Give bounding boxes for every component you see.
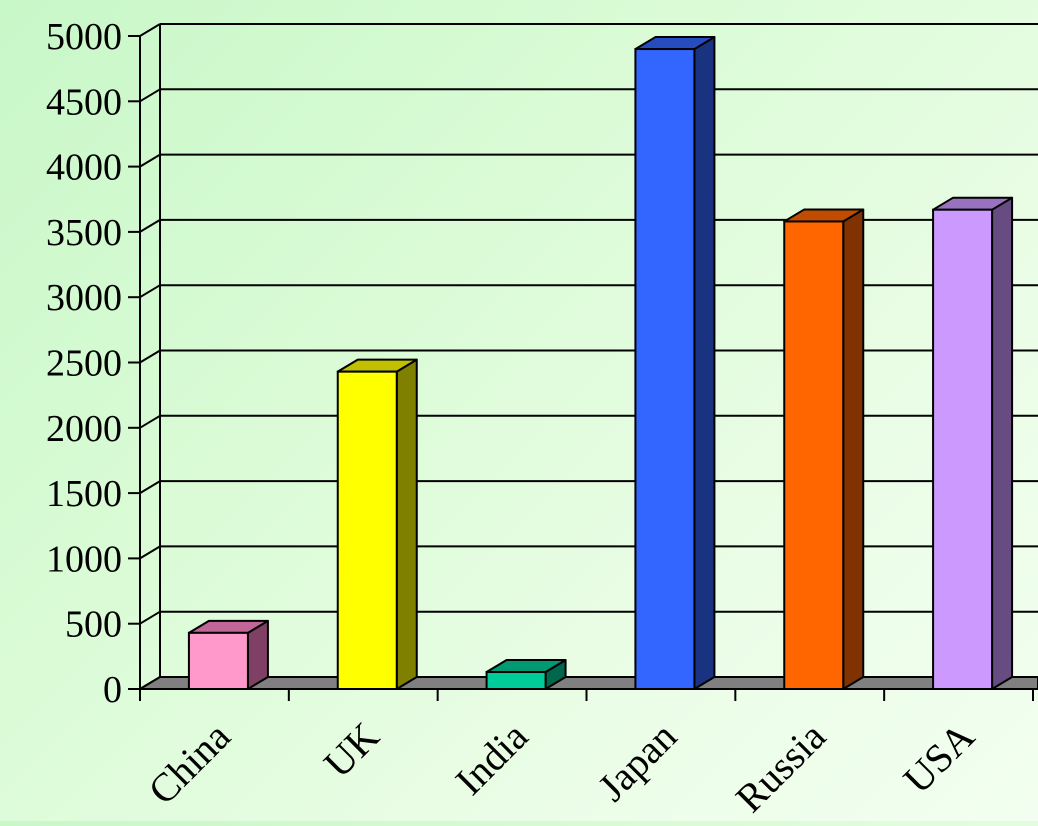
y-tick-label-0: 0 (103, 669, 122, 711)
x-tick-label-japan: Japan (589, 714, 685, 810)
y-tick-label-1000: 1000 (46, 538, 122, 580)
gridline-diag-3500 (139, 219, 161, 233)
gridline-diag-2000 (139, 414, 161, 429)
bar-side-usa (991, 196, 1014, 690)
gridline-diag-500 (139, 610, 161, 625)
y-tick-label-3000: 3000 (46, 277, 122, 319)
gridline-diag-4500 (139, 88, 161, 103)
gridline-diag-5000 (139, 23, 161, 37)
bar-india (485, 671, 547, 690)
bar-side-japan (693, 36, 716, 690)
y-tick-label-4500: 4500 (46, 81, 122, 123)
gridline-diag-3000 (139, 284, 161, 299)
x-tick-label-uk: UK (315, 713, 388, 786)
gridline-diag-1000 (139, 545, 161, 560)
bar-side-uk (395, 358, 418, 690)
x-tick-label-usa: USA (895, 713, 983, 801)
floor (136, 676, 1038, 690)
bar-russia (783, 220, 845, 690)
bar-usa (932, 208, 994, 690)
y-tick-label-2500: 2500 (46, 343, 122, 385)
gridline-diag-2500 (139, 349, 161, 364)
y-tick-label-500: 500 (65, 604, 122, 646)
x-tick-label-india: India (447, 713, 537, 803)
x-tick-label-russia: Russia (727, 713, 834, 820)
bar-uk (336, 370, 398, 690)
bar-china (187, 631, 249, 690)
y-tick-label-3500: 3500 (46, 212, 122, 254)
bar-side-russia (842, 208, 865, 690)
y-tick-label-2000: 2000 (46, 408, 122, 450)
gridline-diag-1500 (139, 480, 161, 494)
y-tick-label-1500: 1500 (46, 473, 122, 515)
bar-japan (634, 48, 696, 691)
y-tick-label-4000: 4000 (46, 147, 122, 189)
gridline-diag-4000 (139, 153, 161, 168)
y-tick-label-5000: 5000 (46, 16, 122, 58)
x-tick-label-china: China (139, 713, 239, 813)
